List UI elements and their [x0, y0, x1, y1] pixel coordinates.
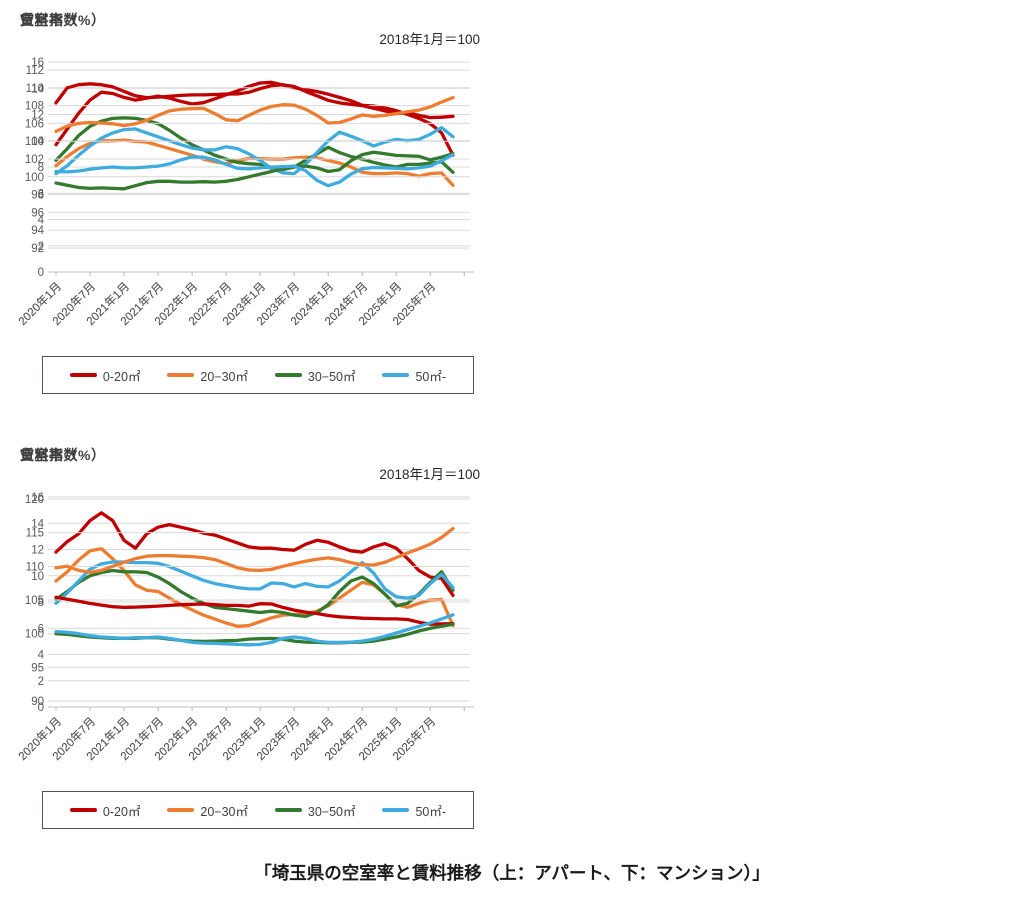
chart-title: 空室率（%） — [20, 12, 106, 28]
y-tick-label: 96 — [31, 207, 44, 219]
y-tick-label: 10 — [31, 136, 44, 148]
y-tick-label: 120 — [25, 494, 44, 506]
legend-line-swatch — [274, 373, 302, 377]
series-line-20−30㎡ — [54, 526, 455, 575]
chart-mansion-rent-index: 90 95 100 105 110 115 120 2020年1月 2020年7月 2021年1月… — [0, 435, 512, 865]
legend-line-swatch — [382, 808, 410, 812]
legend-label: 0-20㎡ — [102, 804, 141, 819]
y-tick-label: 2 — [38, 676, 44, 688]
legend-item: 0-20㎡ — [69, 801, 141, 820]
legend-item: 0-20㎡ — [69, 366, 141, 385]
y-tick-label: 0 — [38, 267, 44, 279]
y-tick-label: 6 — [38, 623, 44, 635]
chart-title: 空室率（%） — [20, 447, 106, 463]
y-tick-label: 112 — [26, 65, 44, 77]
legend-line-swatch — [382, 373, 410, 377]
y-tick-label: 8 — [38, 162, 44, 174]
legend-line-swatch — [167, 373, 195, 377]
series-line-50㎡- — [54, 613, 455, 647]
series-line-30−50㎡ — [54, 150, 455, 191]
y-tick-label: 12 — [31, 110, 44, 122]
chart-subtitle: 2018年1月＝100 — [379, 32, 480, 47]
y-tick-label: 2 — [38, 241, 44, 253]
y-tick-label: 0 — [38, 702, 44, 714]
y-tick-label: 106 — [25, 118, 44, 130]
legend-item: 50㎡- — [382, 801, 446, 820]
chart-apartment-rent-index: 92 94 96 98 100 102 104 106 108 110 112 2020年1月 2020… — [0, 0, 512, 430]
y-tick-label: 102 — [25, 154, 44, 166]
y-tick-label: 98 — [31, 190, 44, 202]
y-tick-label: 110 — [26, 561, 44, 573]
chart-title: 賃料指数 — [20, 447, 78, 463]
y-tick-label: 100 — [25, 172, 44, 184]
y-tick-label: 105 — [25, 595, 44, 607]
chart-canvas: 929496981001021041061081101122020年1月2020… — [15, 65, 474, 328]
legend-label: 30−50㎡ — [307, 804, 356, 819]
y-tick-label: 4 — [38, 215, 45, 227]
legend-item: 50㎡- — [382, 366, 446, 385]
legend-label: 50㎡- — [415, 804, 447, 819]
series-line-50㎡- — [54, 152, 455, 188]
y-tick-label: 100 — [25, 629, 44, 641]
legend-item: 20−30㎡ — [167, 366, 248, 385]
series-line-0-20㎡ — [54, 511, 455, 598]
y-tick-label: 16 — [31, 57, 44, 69]
legend-label: 20−30㎡ — [200, 369, 248, 384]
chart-title: 賃料指数 — [20, 12, 78, 28]
y-tick-label: 6 — [38, 188, 44, 200]
series-line-0-20㎡ — [54, 595, 455, 626]
series-line-30−50㎡ — [54, 568, 455, 619]
y-tick-label: 16 — [31, 492, 44, 504]
legend-line-swatch — [274, 808, 302, 812]
y-tick-label: 94 — [31, 225, 44, 237]
legend-label: 20−30㎡ — [200, 804, 248, 819]
legend-label: 50㎡- — [415, 369, 447, 384]
series-line-0-20㎡ — [54, 82, 455, 120]
legend-label: 30−50㎡ — [307, 369, 356, 384]
y-tick-label: 108 — [25, 101, 44, 113]
y-tick-label: 4 — [38, 650, 45, 662]
y-tick-label: 8 — [38, 597, 44, 609]
chart-subtitle: 2018年1月＝100 — [379, 467, 480, 482]
y-tick-label: 95 — [31, 662, 44, 674]
series-legend: 0-20㎡ 20−30㎡ 30−50㎡ 50㎡- — [42, 356, 474, 394]
series-line-0-20㎡ — [54, 80, 455, 157]
y-tick-label: 14 — [31, 83, 44, 95]
y-tick-label: 14 — [31, 518, 44, 530]
series-line-20−30㎡ — [54, 95, 455, 134]
legend-item: 20−30㎡ — [167, 801, 248, 820]
series-legend: 0-20㎡ 20−30㎡ 30−50㎡ 50㎡- — [42, 791, 474, 829]
legend-item: 30−50㎡ — [274, 801, 356, 820]
series-line-30−50㎡ — [54, 116, 455, 174]
y-tick-label: 110 — [26, 83, 44, 95]
legend-line-swatch — [69, 373, 97, 377]
legend-line-swatch — [69, 808, 97, 812]
chart-canvas: 90951001051101151202020年1月2020年7月2021年1月… — [15, 494, 474, 763]
figure-caption: 「埼玉県の空室率と賃料推移（上：アパート、下：マンション）」 — [254, 863, 770, 883]
y-tick-label: 90 — [31, 696, 44, 708]
y-tick-label: 92 — [31, 243, 44, 255]
y-tick-label: 115 — [26, 528, 44, 540]
y-tick-label: 10 — [31, 571, 44, 583]
y-tick-label: 12 — [31, 545, 44, 557]
legend-line-swatch — [167, 808, 195, 812]
legend-label: 0-20㎡ — [102, 369, 141, 384]
legend-item: 30−50㎡ — [274, 366, 356, 385]
y-tick-label: 104 — [25, 136, 45, 148]
